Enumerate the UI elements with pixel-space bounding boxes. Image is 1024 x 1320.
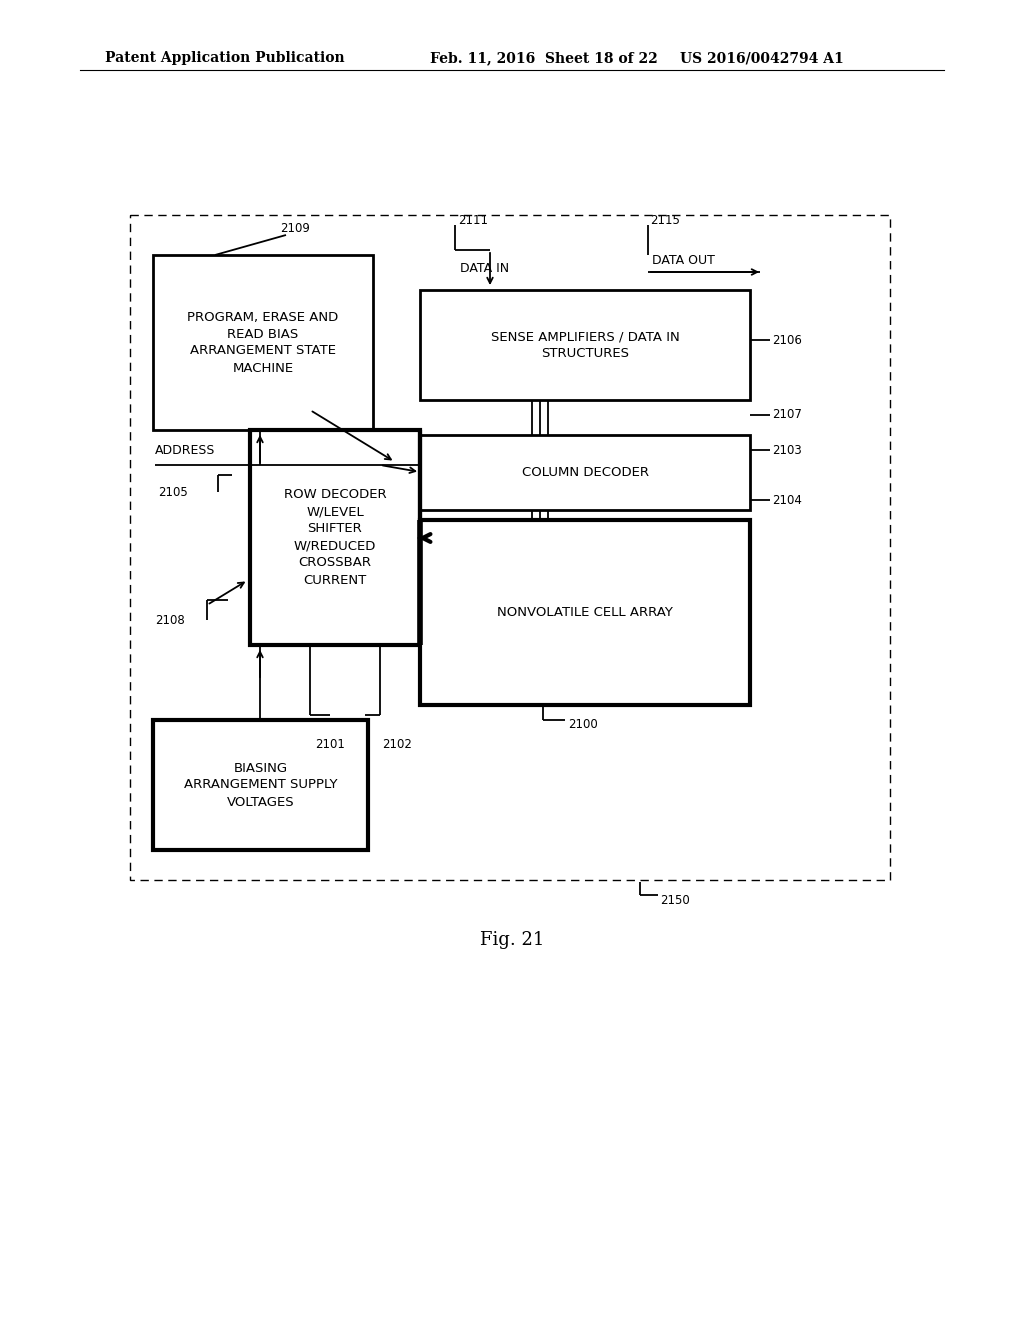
Text: 2107: 2107	[772, 408, 802, 421]
Bar	[420, 520, 750, 705]
Text: ADDRESS: ADDRESS	[155, 444, 215, 457]
Text: US 2016/0042794 A1: US 2016/0042794 A1	[680, 51, 844, 65]
Bar	[250, 430, 420, 645]
Text: SENSE AMPLIFIERS / DATA IN
STRUCTURES: SENSE AMPLIFIERS / DATA IN STRUCTURES	[490, 330, 679, 360]
Text: 2111: 2111	[458, 214, 488, 227]
Text: 2105: 2105	[158, 486, 187, 499]
Text: PROGRAM, ERASE AND
READ BIAS
ARRANGEMENT STATE
MACHINE: PROGRAM, ERASE AND READ BIAS ARRANGEMENT…	[187, 310, 339, 375]
Bar	[420, 290, 750, 400]
Text: BIASING
ARRANGEMENT SUPPLY
VOLTAGES: BIASING ARRANGEMENT SUPPLY VOLTAGES	[183, 762, 337, 808]
Text: 2102: 2102	[382, 738, 412, 751]
Text: 2109: 2109	[280, 222, 310, 235]
Bar	[130, 215, 890, 880]
Text: NONVOLATILE CELL ARRAY: NONVOLATILE CELL ARRAY	[497, 606, 673, 619]
Bar	[153, 719, 368, 850]
Text: Fig. 21: Fig. 21	[480, 931, 544, 949]
Text: 2106: 2106	[772, 334, 802, 346]
Text: 2150: 2150	[660, 894, 690, 907]
Text: 2104: 2104	[772, 494, 802, 507]
Text: Feb. 11, 2016  Sheet 18 of 22: Feb. 11, 2016 Sheet 18 of 22	[430, 51, 657, 65]
Text: COLUMN DECODER: COLUMN DECODER	[521, 466, 648, 479]
Text: 2101: 2101	[315, 738, 345, 751]
Text: 2103: 2103	[772, 444, 802, 457]
Bar	[420, 436, 750, 510]
Bar	[153, 255, 373, 430]
Text: DATA OUT: DATA OUT	[652, 253, 715, 267]
Text: DATA IN: DATA IN	[460, 261, 509, 275]
Text: 2115: 2115	[650, 214, 680, 227]
Text: 2108: 2108	[155, 614, 184, 627]
Text: Patent Application Publication: Patent Application Publication	[105, 51, 345, 65]
Text: ROW DECODER
W/LEVEL
SHIFTER
W/REDUCED
CROSSBAR
CURRENT: ROW DECODER W/LEVEL SHIFTER W/REDUCED CR…	[284, 488, 386, 586]
Text: 2100: 2100	[568, 718, 598, 731]
